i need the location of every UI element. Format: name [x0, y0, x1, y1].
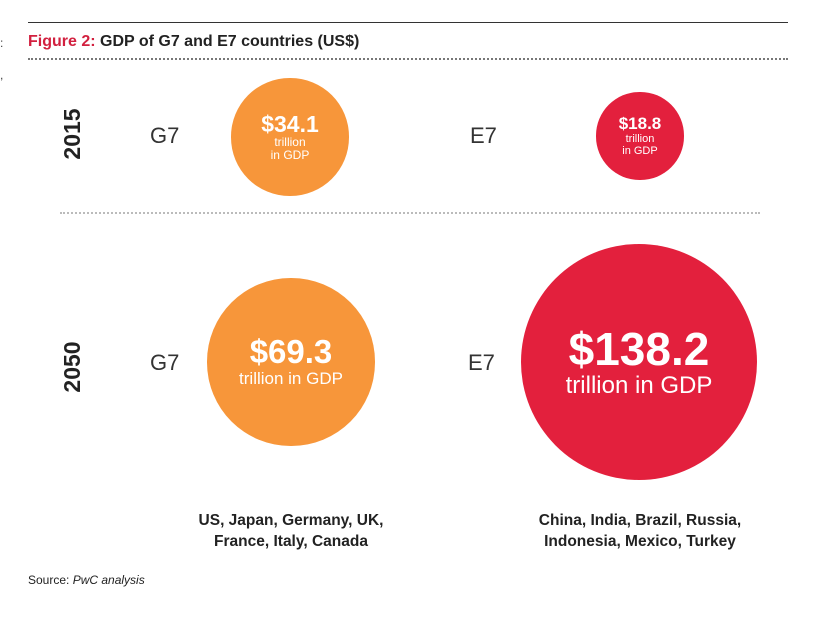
- bubble-e7-2050: $138.2 trillion in GDP: [521, 244, 757, 480]
- year-label-2050: 2050: [59, 341, 85, 393]
- top-rule: [28, 22, 788, 23]
- group-label-g7-2015: G7: [150, 123, 180, 148]
- bubble-g7-2050: $69.3 trillion in GDP: [207, 278, 375, 446]
- margin-mark: :: [0, 36, 4, 50]
- source-prefix: Source:: [28, 573, 73, 587]
- title-divider: [28, 58, 788, 60]
- bubble-g7-2015: $34.1 trillion in GDP: [231, 78, 349, 196]
- e7-members-line: China, India, Brazil, Russia,: [538, 512, 742, 529]
- group-label-e7-2015: E7: [470, 123, 497, 148]
- margin-mark: ,: [0, 68, 4, 82]
- bubble-unit: in GDP: [270, 148, 310, 163]
- bubble-unit: trillion in GDP: [239, 368, 343, 388]
- year-label-2015: 2015: [59, 108, 85, 160]
- bubble-value: $18.8: [618, 113, 662, 133]
- bubble-value: $34.1: [261, 110, 319, 137]
- source-note: Source: PwC analysis: [28, 573, 145, 587]
- group-label-e7-2050: E7: [468, 350, 495, 375]
- bubble-unit: in GDP: [622, 144, 658, 157]
- e7-members-list: China, India, Brazil, Russia, Indonesia,…: [490, 510, 790, 552]
- bubble-unit: trillion: [625, 132, 655, 145]
- bubble-value: $138.2: [568, 322, 710, 375]
- source-name: PwC analysis: [72, 573, 145, 587]
- e7-members-line: Indonesia, Mexico, Turkey: [544, 533, 736, 550]
- bubble-e7-2015: $18.8 trillion in GDP: [596, 92, 684, 180]
- bubble-unit: trillion: [274, 134, 306, 149]
- figure-label: Figure 2:: [28, 33, 96, 50]
- g7-members-list: US, Japan, Germany, UK, France, Italy, C…: [141, 510, 441, 552]
- figure-title-text: GDP of G7 and E7 countries (US$): [100, 33, 360, 50]
- g7-members-line: France, Italy, Canada: [214, 533, 368, 550]
- bubble-value: $69.3: [249, 333, 333, 371]
- g7-members-line: US, Japan, Germany, UK,: [198, 512, 384, 529]
- group-label-g7-2050: G7: [150, 350, 180, 375]
- row-divider: [60, 212, 760, 214]
- figure-title: Figure 2: GDP of G7 and E7 countries (US…: [28, 33, 359, 51]
- bubble-unit: trillion in GDP: [565, 371, 713, 399]
